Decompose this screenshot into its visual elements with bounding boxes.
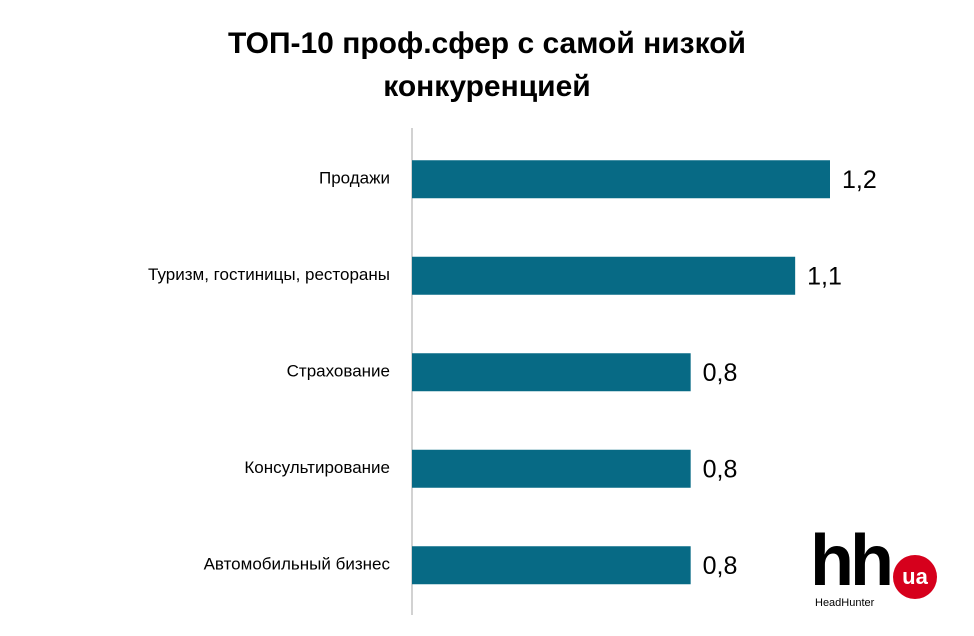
category-label: Консультирование <box>244 458 390 477</box>
bar <box>412 546 691 585</box>
value-label: 0,8 <box>703 359 738 387</box>
bar <box>412 353 691 392</box>
value-label: 0,8 <box>703 552 738 580</box>
logo-name: HeadHunter <box>815 597 875 609</box>
bar <box>412 160 830 199</box>
chart-title: ТОП-10 проф.сфер с самой низкой конкуренц… <box>228 27 746 103</box>
value-label: 1,2 <box>842 166 877 194</box>
logo-badge: ua <box>902 564 928 589</box>
logo: hh ua HeadHunter <box>810 521 937 609</box>
logo-badge-circle <box>893 555 937 599</box>
value-label: 1,1 <box>807 262 842 290</box>
category-label: Продажи <box>319 169 390 188</box>
category-label: Страхование <box>287 362 390 381</box>
bar <box>412 256 796 295</box>
bar <box>412 449 691 488</box>
category-label: Туризм, гостиницы, рестораны <box>148 265 390 284</box>
logo-mark: hh <box>810 521 890 601</box>
category-label: Автомобильный бизнес <box>204 555 391 574</box>
value-label: 0,8 <box>703 455 738 483</box>
